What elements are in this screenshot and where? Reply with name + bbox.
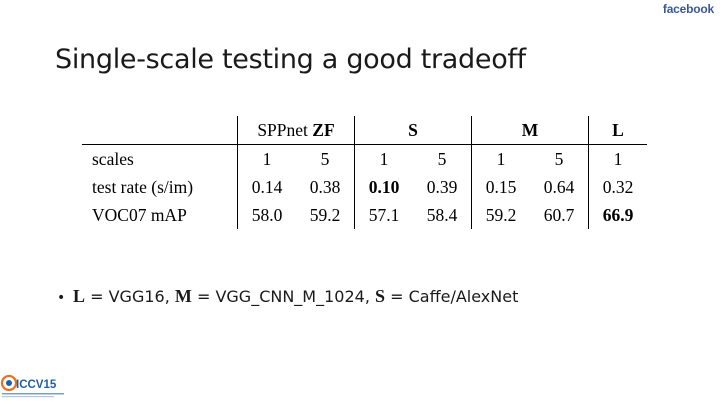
results-table: SPPnet ZF S M L scales 1 5 1 5 1 5 1 tes… [82,116,647,229]
table-header-l: L [588,116,647,145]
table-row: VOC07 mAP 58.0 59.2 57.1 58.4 59.2 60.7 … [82,201,647,229]
table-cell: 58.0 [237,201,296,229]
table-header-row: SPPnet ZF S M L [82,116,647,145]
table-cell: 1 [471,144,530,173]
table-cell: 0.38 [309,176,341,197]
table-cell: 59.2 [471,201,530,229]
iccv-swirl-core-icon [6,380,12,386]
zf-label: ZF [312,119,335,140]
s-text: = Caffe/AlexNet [385,287,519,306]
table-cell: 0.39 [426,176,458,197]
table-cell: 57.1 [354,201,413,229]
table-cell: 0.15 [471,173,530,201]
l-key: L [73,286,86,306]
table-cell: 0.32 [588,173,647,201]
bullet-dot-icon: • [57,290,66,306]
table-header-sppnet-zf: SPPnet ZF [237,116,355,145]
row-label: scales [92,148,134,169]
table-cell: 5 [437,148,447,169]
table-cell: 60.7 [543,204,575,225]
row-label: test rate (s/im) [92,176,194,197]
table-cell: 58.4 [426,204,458,225]
table-cell: 59.2 [309,204,341,225]
m-key: M [174,286,192,306]
row-label: VOC07 mAP [92,204,187,225]
m-text: = VGG_CNN_M_1024, [191,287,375,306]
table-cell: 1 [588,144,647,173]
table-cell-best: 0.10 [354,173,413,201]
table-row: scales 1 5 1 5 1 5 1 [82,144,647,173]
bullet-note: • L = VGG16, M = VGG_CNN_M_1024, S = Caff… [57,286,518,307]
table-row: test rate (s/im) 0.14 0.38 0.10 0.39 0.1… [82,173,647,201]
s-key: S [375,286,386,306]
table-header-m: M [471,116,589,145]
table-cell: 0.64 [543,176,575,197]
l-text: = VGG16, [85,287,175,306]
iccv15-logo: ICCV15 [0,374,64,398]
iccv-logo-line [2,393,64,395]
table-header-s: S [354,116,472,145]
table-cell: 1 [237,144,296,173]
table-cell: 0.14 [237,173,296,201]
table-cell: 1 [354,144,413,173]
slide-title: Single-scale testing a good tradeoff [55,44,526,75]
iccv-logo-line [2,396,54,398]
sppnet-label: SPPnet [257,119,308,140]
facebook-logo: facebook [662,2,714,16]
iccv-swirl-icon [0,374,18,392]
table-header-empty [82,116,238,145]
iccv-logo-text: ICCV15 [16,379,57,391]
table-cell-best: 66.9 [588,201,647,229]
table-cell: 5 [554,148,564,169]
table-cell: 5 [320,148,330,169]
